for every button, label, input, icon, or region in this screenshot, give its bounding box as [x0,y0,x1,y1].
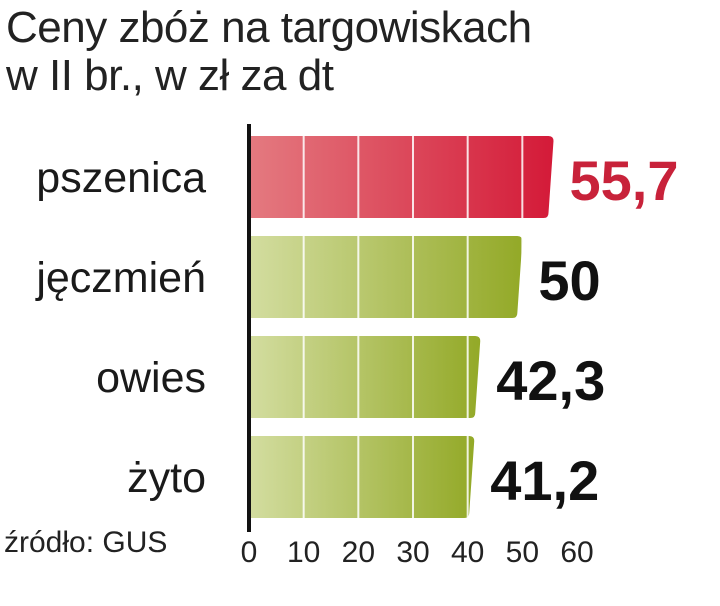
bar-jęczmień [249,236,523,318]
x-tick-label: 20 [342,536,375,569]
value-label: 50 [538,249,600,312]
category-label: jęczmień [34,254,206,302]
bar-owies [249,336,481,418]
source-note: źródło: GUS [4,526,168,559]
x-tick-label: 0 [241,536,258,569]
x-tick-label: 30 [396,536,429,569]
category-label: owies [96,354,206,402]
category-label: pszenica [36,154,206,202]
category-label: żyto [127,454,206,502]
value-label: 42,3 [496,349,605,412]
chart-subtitle: w II br., w zł za dt [6,51,334,100]
bar-pszenica [249,136,554,218]
chart-title: Ceny zbóż na targowiskach [6,3,532,52]
x-tick-label: 60 [560,536,593,569]
x-tick-label: 40 [451,536,484,569]
value-label: 55,7 [569,149,678,212]
value-label: 41,2 [490,449,599,512]
x-tick-label: 10 [287,536,320,569]
bar-żyto [249,436,475,518]
x-tick-label: 50 [506,536,539,569]
